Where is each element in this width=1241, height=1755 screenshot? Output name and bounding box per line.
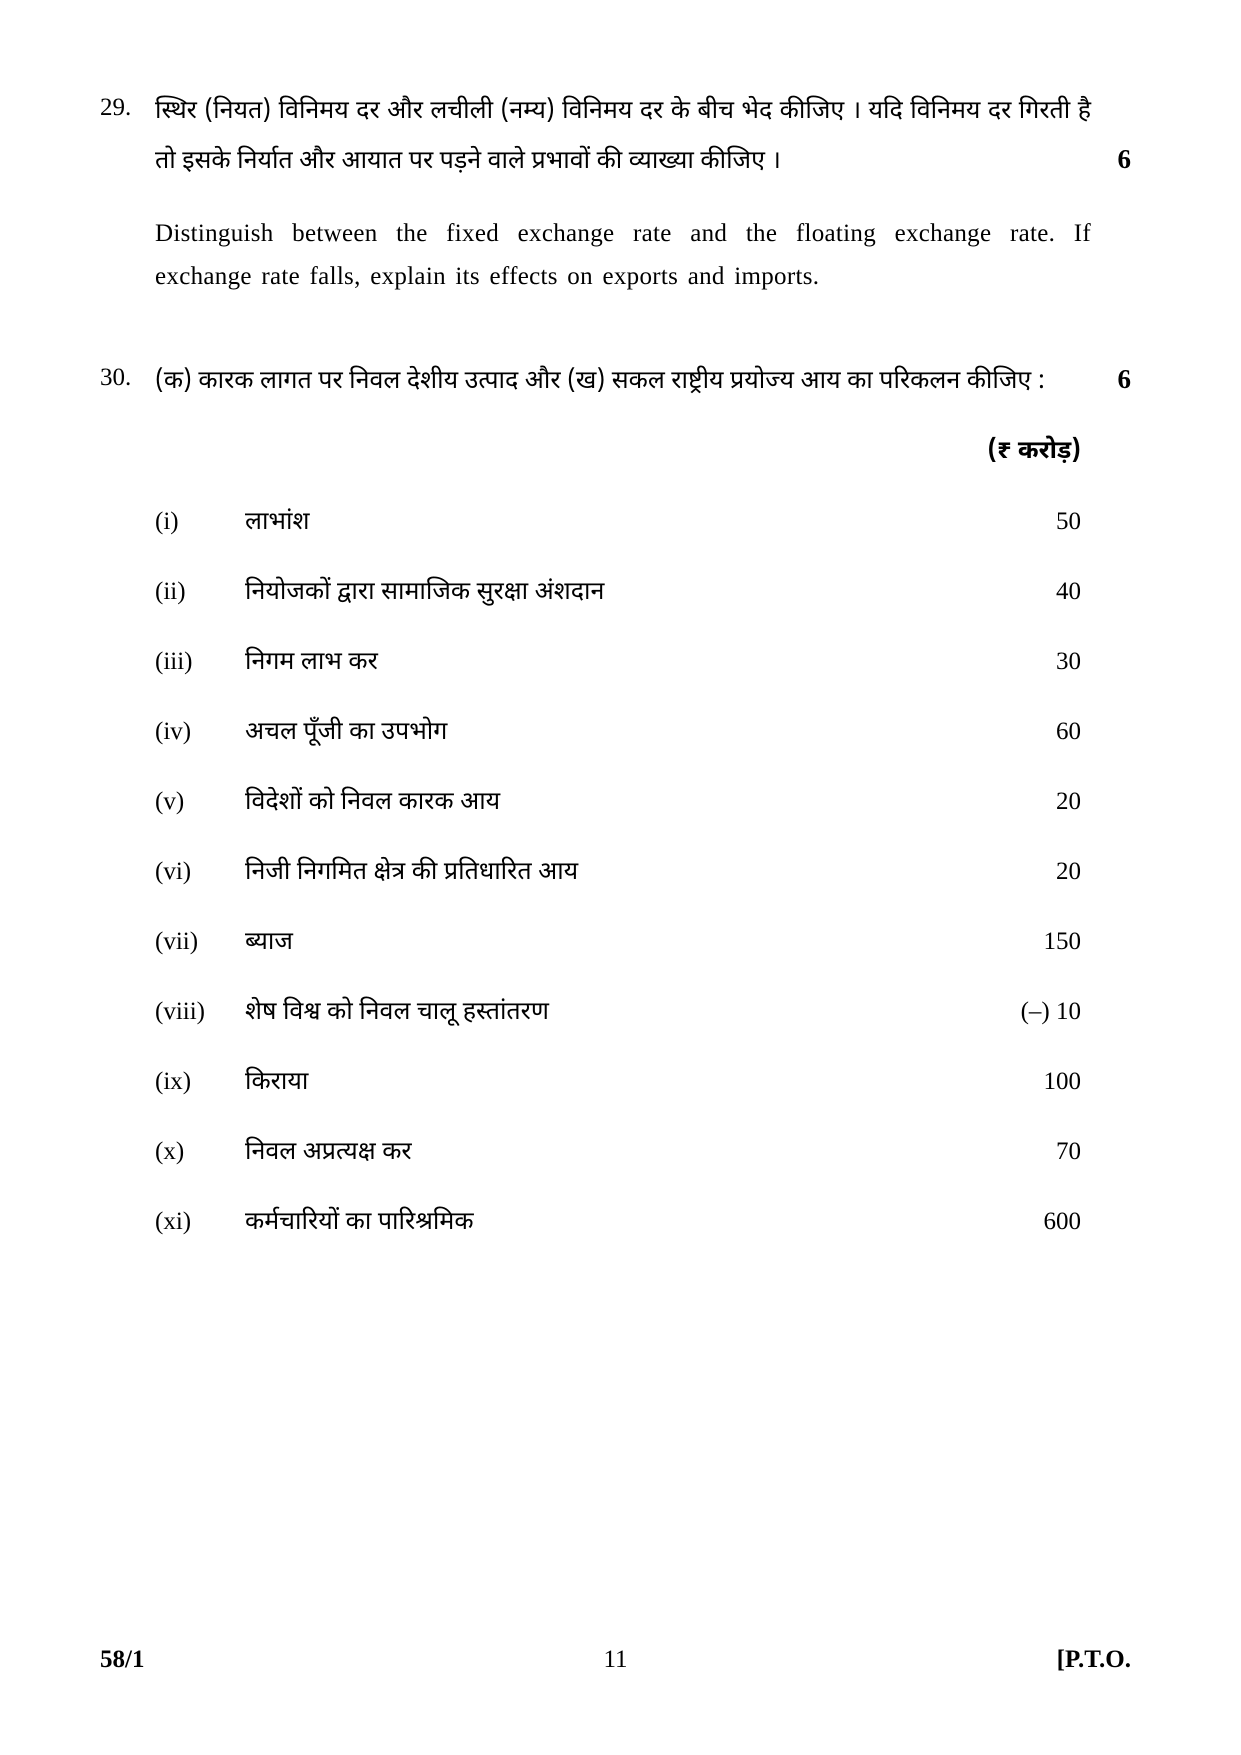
row-roman: (v): [155, 782, 245, 822]
footer-page-number: 11: [603, 1640, 627, 1680]
exam-page: 29. स्थिर (नियत) विनिमय दर और लचीली (नम्…: [0, 0, 1241, 1755]
table-unit-header: (₹ करोड़): [155, 433, 1091, 473]
question-number: 29.: [100, 88, 155, 298]
row-label: कर्मचारियों का पारिश्रमिक: [245, 1204, 961, 1244]
row-value: (–) 10: [961, 992, 1091, 1032]
row-value: 600: [961, 1202, 1091, 1242]
row-roman: (ix): [155, 1062, 245, 1102]
row-label: नियोजकों द्वारा सामाजिक सुरक्षा अंशदान: [245, 574, 961, 614]
row-value: 40: [961, 572, 1091, 612]
row-label: किराया: [245, 1064, 961, 1104]
table-row: (iv)अचल पूँजी का उपभोग60: [155, 698, 1091, 768]
question-text-hindi: स्थिर (नियत) विनिमय दर और लचीली (नम्य) व…: [155, 88, 1091, 188]
row-value: 20: [961, 782, 1091, 822]
question-30: 30. (क) कारक लागत पर निवल देशीय उत्पाद औ…: [100, 358, 1131, 1258]
row-value: 30: [961, 642, 1091, 682]
page-footer: 58/1 11 [P.T.O.: [100, 1640, 1131, 1680]
row-value: 100: [961, 1062, 1091, 1102]
row-label: अचल पूँजी का उपभोग: [245, 714, 961, 754]
row-roman: (vii): [155, 922, 245, 962]
table-row: (vii)ब्याज150: [155, 908, 1091, 978]
table-row: (x)निवल अप्रत्यक्ष कर70: [155, 1118, 1091, 1188]
table-row: (v)विदेशों को निवल कारक आय20: [155, 768, 1091, 838]
question-text-hindi: (क) कारक लागत पर निवल देशीय उत्पाद और (ख…: [155, 358, 1091, 408]
row-label: लाभांश: [245, 504, 961, 544]
row-roman: (iii): [155, 642, 245, 682]
table-row: (iii)निगम लाभ कर30: [155, 628, 1091, 698]
row-label: ब्याज: [245, 924, 961, 964]
question-marks: 6: [1091, 358, 1131, 1258]
row-value: 60: [961, 712, 1091, 752]
table-row: (ix)किराया100: [155, 1048, 1091, 1118]
row-roman: (ii): [155, 572, 245, 612]
row-label: विदेशों को निवल कारक आय: [245, 784, 961, 824]
footer-left: 58/1: [100, 1640, 144, 1680]
row-value: 50: [961, 502, 1091, 542]
question-29: 29. स्थिर (नियत) विनिमय दर और लचीली (नम्…: [100, 88, 1131, 298]
table-row: (i)लाभांश50: [155, 488, 1091, 558]
row-label: निवल अप्रत्यक्ष कर: [245, 1134, 961, 1174]
row-label: निगम लाभ कर: [245, 644, 961, 684]
row-roman: (x): [155, 1132, 245, 1172]
table-row: (vi)निजी निगमित क्षेत्र की प्रतिधारित आय…: [155, 838, 1091, 908]
question-text-english: Distinguish between the fixed exchange r…: [155, 213, 1091, 298]
question-number: 30.: [100, 358, 155, 1258]
table-row: (viii)शेष विश्व को निवल चालू हस्तांतरण(–…: [155, 978, 1091, 1048]
row-roman: (iv): [155, 712, 245, 752]
row-value: 20: [961, 852, 1091, 892]
row-roman: (xi): [155, 1202, 245, 1242]
question-marks: 6: [1091, 88, 1131, 298]
question-body: (क) कारक लागत पर निवल देशीय उत्पाद और (ख…: [155, 358, 1091, 1258]
row-label: शेष विश्व को निवल चालू हस्तांतरण: [245, 994, 961, 1034]
row-label: निजी निगमित क्षेत्र की प्रतिधारित आय: [245, 854, 961, 894]
question-body: स्थिर (नियत) विनिमय दर और लचीली (नम्य) व…: [155, 88, 1091, 298]
row-value: 150: [961, 922, 1091, 962]
table-row: (ii)नियोजकों द्वारा सामाजिक सुरक्षा अंशद…: [155, 558, 1091, 628]
row-value: 70: [961, 1132, 1091, 1172]
footer-right: [P.T.O.: [1057, 1640, 1131, 1680]
row-roman: (viii): [155, 992, 245, 1032]
row-roman: (vi): [155, 852, 245, 892]
data-table: (i)लाभांश50(ii)नियोजकों द्वारा सामाजिक स…: [155, 488, 1091, 1258]
table-row: (xi)कर्मचारियों का पारिश्रमिक600: [155, 1188, 1091, 1258]
row-roman: (i): [155, 502, 245, 542]
